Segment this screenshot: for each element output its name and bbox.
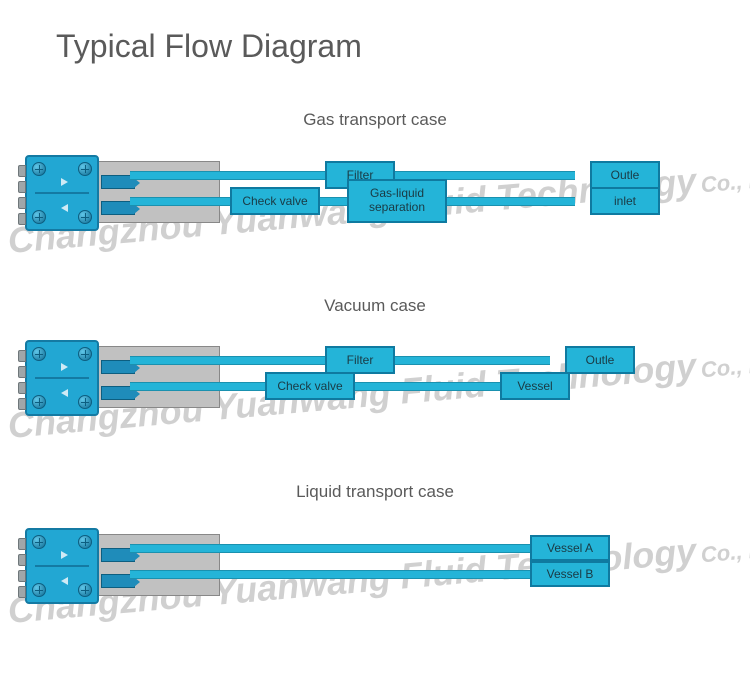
pump-assembly	[25, 155, 220, 231]
flow-arrow-in-icon	[61, 389, 68, 397]
node-check-valve: Check valve	[265, 372, 355, 400]
node-gas-liquid-separation: Gas-liquid separation	[347, 179, 447, 223]
screw-icon	[78, 347, 92, 361]
flow-arrow-out-icon	[61, 551, 68, 559]
pipe	[355, 382, 500, 391]
section-title-vacuum: Vacuum case	[0, 296, 750, 316]
node-vessel-b: Vessel B	[530, 561, 610, 587]
pump-nub	[18, 538, 26, 550]
pipe	[130, 570, 530, 579]
pump-nub	[18, 350, 26, 362]
pump-nub	[18, 165, 26, 177]
pump-nub	[18, 554, 26, 566]
screw-icon	[78, 535, 92, 549]
flow-arrow-out-icon	[61, 363, 68, 371]
pipe	[130, 171, 325, 180]
pump-nub	[18, 213, 26, 225]
pump-nub	[18, 570, 26, 582]
pipe	[395, 356, 550, 365]
pipe	[320, 197, 347, 206]
section-gas: FilterOutleCheck valveGas-liquid separat…	[0, 155, 750, 245]
node-vessel: Vessel	[500, 372, 570, 400]
pump-head	[25, 528, 99, 604]
section-liquid: Vessel AVessel B	[0, 528, 750, 618]
node-check-valve: Check valve	[230, 187, 320, 215]
screw-icon	[32, 535, 46, 549]
screw-icon	[32, 347, 46, 361]
pump-head	[25, 155, 99, 231]
pump-nub	[18, 586, 26, 598]
screw-icon	[78, 395, 92, 409]
flow-arrow-out-icon	[61, 178, 68, 186]
pipe	[447, 197, 575, 206]
screw-icon	[32, 210, 46, 224]
pump-head	[25, 340, 99, 416]
node-outle: Outle	[565, 346, 635, 374]
screw-icon	[32, 583, 46, 597]
node-filter: Filter	[325, 346, 395, 374]
node-vessel-a: Vessel A	[530, 535, 610, 561]
pipe	[130, 356, 325, 365]
pipe	[130, 382, 265, 391]
section-vacuum: Filter Outle Check valve Vessel	[0, 340, 750, 430]
page-title: Typical Flow Diagram	[56, 28, 362, 65]
flow-arrow-in-icon	[61, 577, 68, 585]
section-title-liquid: Liquid transport case	[0, 482, 750, 502]
pump-nub	[18, 181, 26, 193]
screw-icon	[78, 162, 92, 176]
pump-nub	[18, 197, 26, 209]
screw-icon	[78, 583, 92, 597]
pipe	[130, 544, 530, 553]
pump-nub	[18, 366, 26, 378]
pump-assembly	[25, 340, 220, 416]
section-title-gas: Gas transport case	[0, 110, 750, 130]
screw-icon	[32, 162, 46, 176]
pipe	[130, 197, 230, 206]
pump-nub	[18, 382, 26, 394]
pump-nub	[18, 398, 26, 410]
flow-arrow-in-icon	[61, 204, 68, 212]
screw-icon	[32, 395, 46, 409]
node-outle: Outle	[590, 161, 660, 189]
screw-icon	[78, 210, 92, 224]
node-inlet: inlet	[590, 187, 660, 215]
pump-assembly	[25, 528, 220, 604]
